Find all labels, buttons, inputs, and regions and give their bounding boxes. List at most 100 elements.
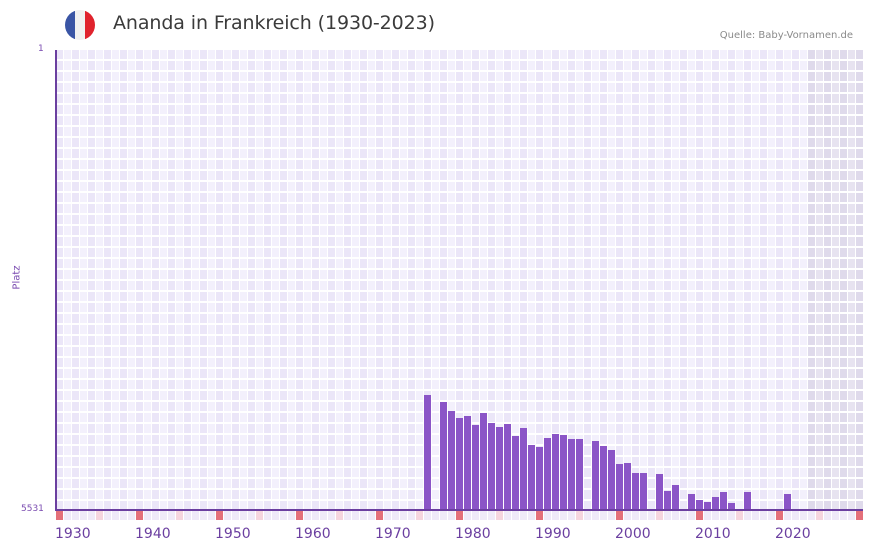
bar-1993[interactable]	[560, 434, 567, 510]
year-marker	[320, 511, 327, 520]
year-marker	[240, 511, 247, 520]
year-marker	[376, 511, 383, 520]
grid-column	[472, 50, 480, 510]
bar-2001[interactable]	[624, 463, 631, 510]
grid-column	[64, 50, 72, 510]
bar-1984[interactable]	[488, 423, 495, 510]
bar-1994[interactable]	[568, 438, 575, 510]
year-marker	[448, 511, 455, 520]
year-marker	[728, 511, 735, 520]
grid-column	[600, 50, 608, 510]
year-marker	[672, 511, 679, 520]
year-marker	[736, 511, 743, 520]
grid-column	[192, 50, 200, 510]
year-marker	[608, 511, 615, 520]
grid-column	[256, 50, 264, 510]
year-marker	[424, 511, 431, 520]
year-marker	[544, 511, 551, 520]
year-marker-row	[56, 511, 863, 520]
grid-column	[176, 50, 184, 510]
year-marker	[88, 511, 95, 520]
grid-column	[592, 50, 600, 510]
bar-1976[interactable]	[424, 394, 431, 510]
bar-2013[interactable]	[720, 492, 727, 510]
bar-1982[interactable]	[472, 425, 479, 510]
grid-column	[632, 50, 640, 510]
year-marker	[168, 511, 175, 520]
grid-column	[712, 50, 720, 510]
grid-column	[120, 50, 128, 510]
flag-stripe-blue	[65, 10, 75, 40]
year-marker	[272, 511, 279, 520]
bar-2010[interactable]	[696, 500, 703, 510]
year-marker	[368, 511, 375, 520]
bar-1992[interactable]	[552, 433, 559, 510]
year-marker	[616, 511, 623, 520]
year-marker	[648, 511, 655, 520]
bar-1998[interactable]	[600, 445, 607, 510]
grid-column	[360, 50, 368, 510]
bar-1978[interactable]	[440, 401, 447, 510]
grid-column	[840, 50, 848, 510]
bar-2021[interactable]	[784, 494, 791, 510]
bar-2012[interactable]	[712, 497, 719, 510]
bar-2002[interactable]	[632, 472, 639, 510]
bar-1999[interactable]	[608, 449, 615, 510]
grid-column	[544, 50, 552, 510]
bar-1986[interactable]	[504, 424, 511, 510]
grid-column	[112, 50, 120, 510]
flag-stripe-white	[75, 10, 85, 40]
bar-2005[interactable]	[656, 473, 663, 510]
grid-column	[496, 50, 504, 510]
grid-column	[728, 50, 736, 510]
bar-1987[interactable]	[512, 435, 519, 510]
bar-1990[interactable]	[536, 447, 543, 510]
bar-1980[interactable]	[456, 418, 463, 510]
grid-column	[80, 50, 88, 510]
bar-1983[interactable]	[480, 413, 487, 510]
grid-column	[480, 50, 488, 510]
grid-column	[160, 50, 168, 510]
grid-column	[752, 50, 760, 510]
source-credit: Quelle: Baby-Vornamen.de	[719, 30, 853, 41]
year-marker	[712, 511, 719, 520]
bar-2009[interactable]	[688, 494, 695, 510]
bar-2007[interactable]	[672, 485, 679, 510]
bar-2014[interactable]	[728, 503, 735, 510]
grid-column	[288, 50, 296, 510]
bar-1991[interactable]	[544, 437, 551, 510]
grid-column	[392, 50, 400, 510]
year-marker	[752, 511, 759, 520]
year-marker	[304, 511, 311, 520]
grid-column	[352, 50, 360, 510]
chart-title: Ananda in Frankreich (1930-2023)	[113, 12, 435, 34]
year-marker	[568, 511, 575, 520]
bar-2006[interactable]	[664, 491, 671, 510]
grid-column	[128, 50, 136, 510]
year-marker	[808, 511, 815, 520]
bar-1989[interactable]	[528, 445, 535, 510]
bar-2003[interactable]	[640, 472, 647, 510]
year-marker	[592, 511, 599, 520]
year-marker	[776, 511, 783, 520]
year-marker	[296, 511, 303, 520]
bar-1997[interactable]	[592, 440, 599, 510]
year-marker	[840, 511, 847, 520]
bar-1995[interactable]	[576, 438, 583, 510]
year-marker	[512, 511, 519, 520]
bar-1981[interactable]	[464, 416, 471, 510]
bar-1985[interactable]	[496, 426, 503, 510]
bar-2011[interactable]	[704, 502, 711, 510]
bar-1988[interactable]	[520, 427, 527, 510]
bar-1979[interactable]	[448, 411, 455, 510]
y-axis-line	[55, 50, 57, 511]
grid-column	[680, 50, 688, 510]
y-tick-top: 1	[38, 44, 44, 54]
grid-column	[264, 50, 272, 510]
grid-column	[576, 50, 584, 510]
year-marker	[144, 511, 151, 520]
bar-2016[interactable]	[744, 492, 751, 510]
grid-column	[504, 50, 512, 510]
year-marker	[584, 511, 591, 520]
bar-2000[interactable]	[616, 464, 623, 510]
